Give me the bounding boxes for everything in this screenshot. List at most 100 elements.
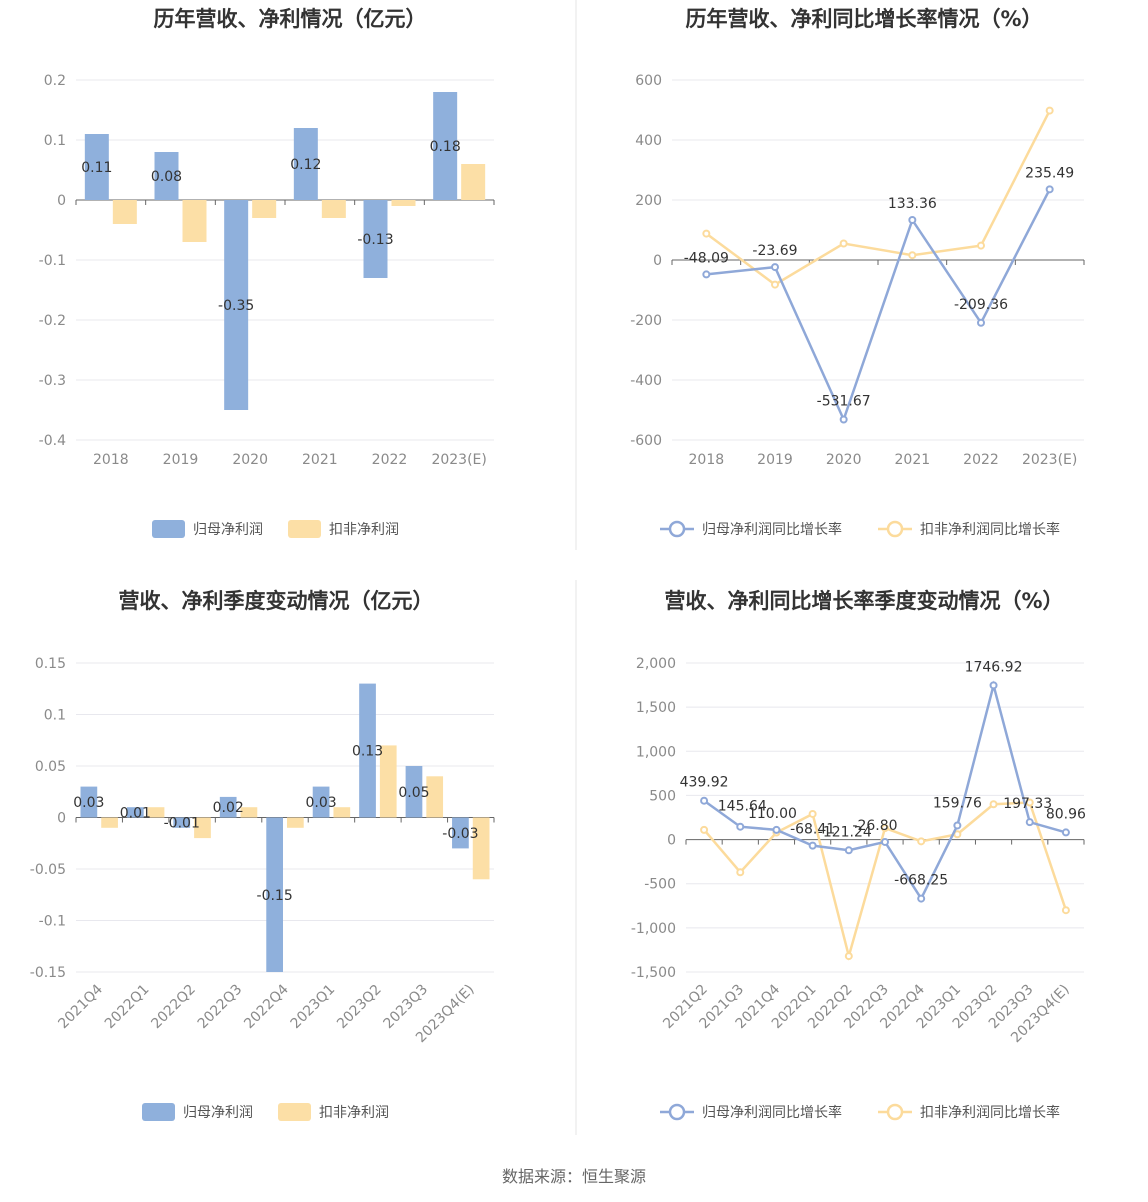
x-tick-label: 2022Q1: [102, 982, 153, 1033]
legend-label: 归母净利润同比增长率: [702, 521, 842, 538]
line-point: [808, 841, 817, 850]
legend-swatch-net-profit[interactable]: [152, 520, 185, 538]
legend: 归母净利润同比增长率 扣非净利润同比增长率: [660, 520, 1060, 538]
data-label: -209.36: [954, 297, 1008, 313]
data-label: 0.03: [73, 795, 104, 811]
x-tick-label: 2022Q2: [148, 982, 199, 1033]
bar-chart: 营收、净利季度变动情况（亿元） 0.15 0.1 0.05 0 -0.05 -0.1 -0.1…: [30, 589, 495, 1121]
x-tick-label: 2023(E): [431, 452, 486, 468]
x-tick-label: 2021: [895, 452, 931, 468]
x-tick-label: 2022: [963, 452, 999, 468]
y-tick-label: 0.05: [35, 759, 66, 775]
data-label: 0.12: [290, 157, 321, 173]
legend-label: 归母净利润: [193, 521, 263, 538]
line-point: [844, 846, 853, 855]
bar-deducted-net-profit: [426, 776, 444, 818]
bar-deducted-net-profit: [321, 200, 346, 218]
y-tick-label: 0.2: [44, 73, 66, 89]
y-tick-label: -600: [630, 433, 662, 449]
bar-deducted-net-profit: [391, 200, 416, 206]
line-point: [702, 270, 711, 279]
x-tick-label: 2021Q4: [55, 981, 106, 1032]
y-tick-label: 0.1: [44, 133, 66, 149]
bar-deducted-net-profit: [112, 200, 137, 224]
bar-net-profit: [405, 766, 423, 818]
data-label: 110.00: [748, 806, 797, 822]
legend-label: 扣非净利润同比增长率: [920, 521, 1060, 538]
legend-swatch-deducted[interactable]: [278, 1103, 311, 1121]
y-tick-label: -400: [630, 373, 662, 389]
line-point: [844, 952, 853, 961]
legend-label: 扣非净利润同比增长率: [920, 1104, 1060, 1121]
line-point: [700, 825, 709, 834]
y-tick-label: 1,500: [636, 700, 676, 716]
data-source-note: 数据来源：恒生聚源: [501, 1167, 646, 1186]
x-tick-label: 2023(E): [1022, 452, 1077, 468]
bar-net-profit: [433, 92, 458, 200]
line-point: [953, 821, 962, 830]
bar-net-profit: [452, 817, 469, 849]
y-tick-label: 600: [635, 73, 662, 89]
bar-deducted-net-profit: [147, 807, 165, 818]
legend: 归母净利润 扣非净利润: [152, 520, 399, 538]
data-label: -23.69: [752, 243, 797, 259]
x-tick-label: 2022Q3: [195, 982, 246, 1033]
line-point: [1025, 798, 1034, 807]
line-point: [839, 415, 848, 424]
data-label: 0.05: [398, 785, 429, 801]
line-net-profit-growth: [706, 188, 1051, 423]
y-tick-label: 0: [57, 193, 66, 209]
x-tick-label: 2021: [302, 452, 338, 468]
data-label: 0.08: [151, 169, 182, 185]
x-tick-label: 2019: [757, 452, 793, 468]
bar-deducted-net-profit: [101, 817, 118, 828]
line-point: [736, 822, 745, 831]
y-tick-label: -0.1: [39, 914, 66, 930]
data-label: -531.67: [817, 394, 871, 410]
legend-label: 扣非净利润: [329, 522, 399, 538]
data-label: 235.49: [1025, 165, 1074, 181]
data-label: 0.02: [213, 800, 244, 816]
line-deducted-growth: [705, 110, 1051, 287]
line-point: [771, 280, 779, 289]
data-label: 197.33: [1003, 796, 1052, 812]
line-chart: 历年营收、净利同比增长率情况（%） 600 400 200 0 -200 -400 -600 2…: [630, 7, 1085, 538]
line-point: [989, 800, 998, 809]
bar-deducted-net-profit: [472, 817, 490, 880]
chart-title: 营收、净利季度变动情况（亿元）: [119, 589, 434, 613]
line-point: [772, 825, 781, 834]
bar-net-profit: [312, 786, 330, 818]
bar-deducted-net-profit: [182, 200, 207, 242]
data-label: 1746.92: [965, 659, 1023, 675]
x-tick-label: 2023Q1: [288, 982, 339, 1033]
data-label: -26.80: [852, 818, 897, 834]
data-label: 145.64: [718, 799, 767, 815]
line-point: [1061, 828, 1070, 837]
bar-net-profit: [173, 817, 191, 828]
data-label: 439.92: [680, 775, 729, 791]
x-tick-label: 2018: [689, 452, 725, 468]
line-point: [881, 824, 889, 833]
bar-deducted-net-profit: [194, 817, 211, 839]
line-point: [977, 318, 985, 327]
line-point: [1045, 185, 1054, 194]
bar-deducted-net-profit: [333, 807, 351, 818]
y-tick-label: 500: [649, 788, 676, 804]
bar-deducted-net-profit: [287, 817, 304, 828]
line-point: [881, 837, 889, 846]
x-tick-label: 2020: [232, 452, 268, 468]
legend-swatch-net-profit[interactable]: [142, 1103, 175, 1121]
data-label: 80.96: [1046, 806, 1086, 822]
y-tick-label: 1,000: [636, 744, 676, 760]
y-tick-label: -0.1: [39, 253, 66, 269]
x-tick-label: 2018: [93, 452, 129, 468]
dashboard-canvas: 历年营收、净利情况（亿元） 0.2 0.1 0 -0.1 -0.2 -0.3 -0.4 2018…: [30, 0, 1086, 1135]
legend-marker: [886, 1103, 904, 1121]
y-tick-label: 200: [635, 193, 662, 209]
line-point: [808, 809, 817, 818]
y-tick-label: 0: [653, 253, 662, 269]
bar-deducted-net-profit: [461, 164, 486, 200]
y-tick-label: -500: [644, 877, 676, 893]
legend-swatch-deducted[interactable]: [288, 520, 321, 538]
data-label: -0.03: [442, 826, 478, 842]
